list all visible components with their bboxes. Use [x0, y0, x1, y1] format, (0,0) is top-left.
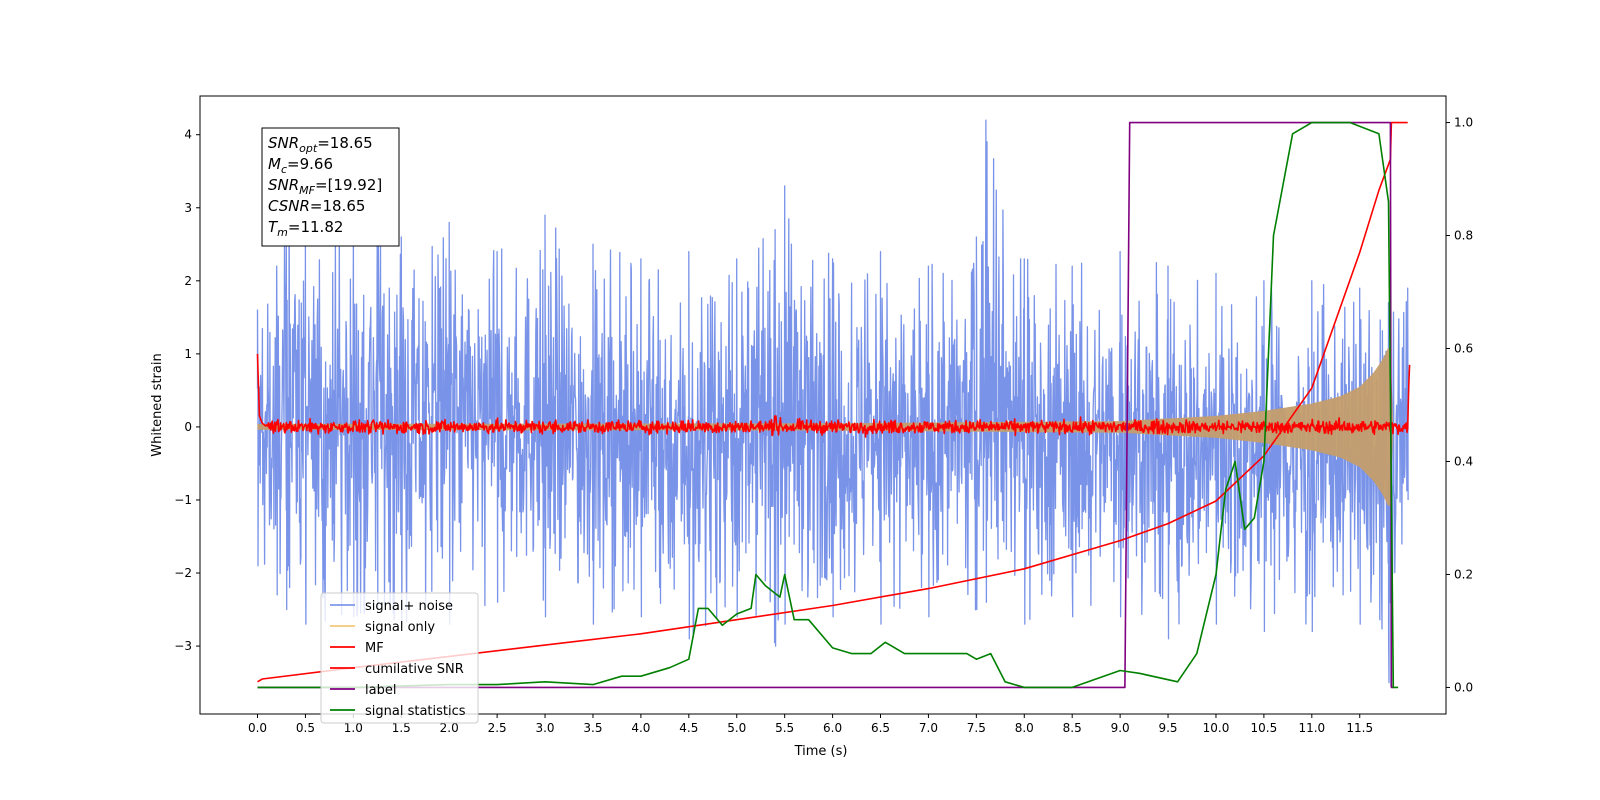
y2-tick-label: 0.6	[1454, 342, 1473, 356]
annotation-line: CSNR=18.65	[268, 197, 365, 215]
y-tick-label: 4	[184, 128, 192, 142]
x-tick-label: 7.0	[919, 721, 938, 735]
series-mf-line	[256, 353, 1411, 438]
x-tick-label: 11.0	[1298, 721, 1325, 735]
x-tick-label: 0.5	[296, 721, 315, 735]
x-tick-label: 4.5	[679, 721, 698, 735]
legend-frame	[320, 592, 479, 724]
y-tick-label: −3	[174, 639, 192, 653]
x-tick-label: 2.5	[488, 721, 507, 735]
legend-entry: label	[365, 683, 396, 698]
series-label-line	[257, 121, 1395, 689]
y-tick-label: −2	[174, 566, 192, 580]
y-tick-label: 0	[184, 420, 192, 434]
y2-tick-label: 0.8	[1454, 229, 1473, 243]
x-tick-label: 10.0	[1203, 721, 1230, 735]
x-tick-label: 1.5	[392, 721, 411, 735]
x-tick-label: 8.5	[1063, 721, 1082, 735]
x-tick-label: 4.0	[631, 721, 650, 735]
annotation-line: SNRopt=18.65	[268, 134, 373, 155]
y-tick-label: 1	[184, 347, 192, 361]
secondary-y-axis: 0.0 0.2 0.4 0.6 0.8 1.0	[1446, 116, 1473, 694]
x-tick-label: 9.5	[1158, 721, 1177, 735]
x-tick-label: 11.5	[1346, 721, 1373, 735]
y2-tick-label: 1.0	[1454, 116, 1473, 130]
y-axis: −3 −2 −1 0 1 2 3 4	[174, 128, 200, 653]
x-tick-label: 8.0	[1015, 721, 1034, 735]
x-tick-label: 2.0	[440, 721, 459, 735]
legend: signal+ noise signal only MF cumilative SNR…	[320, 592, 479, 724]
legend-entry: signal only	[365, 620, 435, 635]
x-tick-label: 6.5	[871, 721, 890, 735]
legend-entry: MF	[365, 641, 384, 656]
x-tick-label: 6.0	[823, 721, 842, 735]
y-tick-label: 3	[184, 201, 192, 215]
x-tick-label: 1.0	[344, 721, 363, 735]
y2-tick-label: 0.2	[1454, 567, 1473, 581]
stats-annotation-box: SNRopt=18.65Mc=9.66SNRMF=[19.92]CSNR=18.…	[261, 127, 400, 247]
plot-frame	[199, 95, 1447, 715]
x-tick-label: 5.0	[727, 721, 746, 735]
x-tick-label: 7.5	[967, 721, 986, 735]
y2-tick-label: 0.4	[1454, 454, 1473, 468]
annotation-line: SNRMF=[19.92]	[268, 176, 382, 197]
series-signal-noise-line	[256, 119, 1409, 687]
y-tick-label: 2	[184, 274, 192, 288]
y-tick-label: −1	[174, 493, 192, 507]
annotation-line: Tm=11.82	[268, 218, 343, 239]
series-signal-statistics-line	[257, 121, 1399, 689]
x-axis-label: Time (s)	[794, 744, 848, 759]
legend-entry: signal+ noise	[365, 599, 453, 614]
legend-entry: cumilative SNR	[365, 662, 464, 677]
x-tick-label: 3.5	[583, 721, 602, 735]
y-axis-label: Whitened strain	[150, 353, 165, 456]
legend-entry: signal statistics	[365, 704, 466, 719]
y2-tick-label: 0.0	[1454, 680, 1473, 694]
x-tick-label: 3.0	[535, 721, 554, 735]
annotation-line: Mc=9.66	[268, 155, 333, 176]
annotation-frame	[261, 127, 400, 247]
x-tick-label: 5.5	[775, 721, 794, 735]
x-tick-label: 10.5	[1251, 721, 1278, 735]
x-axis: 0.0 0.5 1.0 1.5 2.0 2.5 3.0 3.5 4.0 4.5 5.0 5.5 6.0 6…	[248, 714, 1373, 735]
x-tick-label: 9.0	[1111, 721, 1130, 735]
x-tick-label: 0.0	[248, 721, 267, 735]
